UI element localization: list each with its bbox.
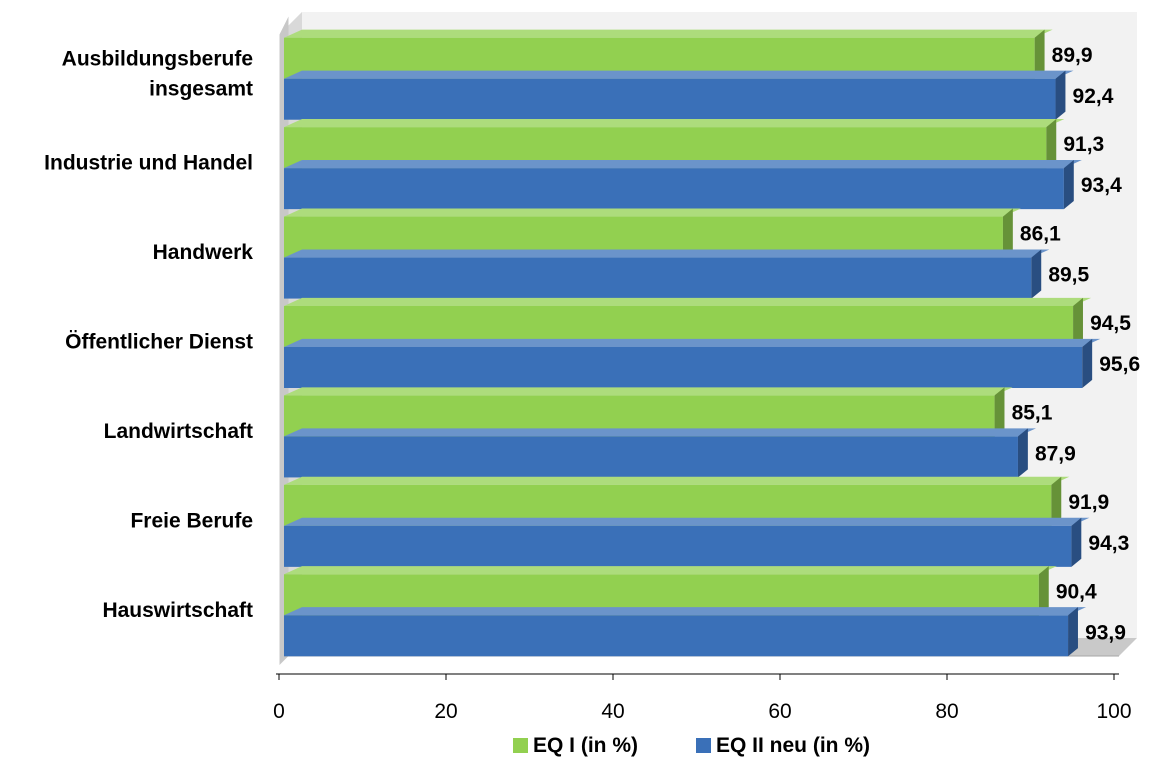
bar-end xyxy=(1046,119,1057,169)
category-label: Landwirtschaft xyxy=(104,420,253,443)
legend-item: EQ I (in %) xyxy=(513,734,638,757)
x-tick-label: 20 xyxy=(434,700,457,723)
bar-front xyxy=(284,615,1069,657)
category-label: insgesamt xyxy=(149,77,253,100)
bar-end xyxy=(1068,607,1078,657)
bar-front xyxy=(284,525,1072,567)
bar-top xyxy=(284,249,1050,258)
legend-label: EQ II neu (in %) xyxy=(716,734,870,757)
category-label: Freie Berufe xyxy=(130,509,253,532)
bar-front xyxy=(284,347,1083,388)
data-label: 93,4 xyxy=(1081,174,1122,197)
bar-end xyxy=(1002,208,1013,258)
bar-top xyxy=(284,338,1101,347)
bar-front xyxy=(284,168,1064,210)
data-label: 91,9 xyxy=(1068,491,1109,514)
data-label: 85,1 xyxy=(1012,401,1053,424)
data-label: 89,9 xyxy=(1052,44,1093,67)
legend-swatch xyxy=(513,738,528,753)
bar-top xyxy=(284,607,1087,616)
bar-end xyxy=(994,387,1005,437)
bar-end xyxy=(1063,160,1074,210)
data-label: 93,9 xyxy=(1085,621,1126,644)
category-label: Industrie und Handel xyxy=(44,152,253,175)
bar-top xyxy=(284,428,1036,437)
bar-front xyxy=(284,257,1032,299)
bar-end xyxy=(1055,70,1066,120)
category-label: Hauswirtschaft xyxy=(102,599,253,622)
data-label: 91,3 xyxy=(1063,133,1104,156)
legend-label: EQ I (in %) xyxy=(533,734,638,757)
category-label: Handwerk xyxy=(153,241,254,264)
x-tick-label: 0 xyxy=(273,700,285,723)
x-tick-label: 60 xyxy=(768,700,791,723)
bar-top xyxy=(284,566,1057,575)
x-tick-label: 40 xyxy=(601,700,624,723)
x-tick-label: 80 xyxy=(935,700,958,723)
data-label: 94,3 xyxy=(1088,532,1129,555)
category-label: Öffentlicher Dienst xyxy=(65,331,253,354)
bar-top xyxy=(284,29,1053,38)
bar-front xyxy=(284,78,1056,120)
bar-end xyxy=(1082,338,1093,388)
data-label: 87,9 xyxy=(1035,442,1076,465)
bar-top xyxy=(284,119,1065,128)
legend-swatch xyxy=(696,738,711,753)
legend-item: EQ II neu (in %) xyxy=(696,734,870,757)
bar-top xyxy=(284,70,1074,79)
data-label: 94,5 xyxy=(1090,312,1131,335)
data-label: 92,4 xyxy=(1073,85,1114,108)
data-label: 86,1 xyxy=(1020,223,1061,246)
bar-top xyxy=(284,208,1021,217)
data-label: 89,5 xyxy=(1048,264,1089,287)
bar-top xyxy=(284,160,1082,169)
data-label: 95,6 xyxy=(1099,353,1140,376)
bar-end xyxy=(1073,297,1083,347)
bar-front xyxy=(284,436,1018,478)
bar-end xyxy=(1034,29,1045,79)
bar-top xyxy=(284,297,1092,306)
category-label: Ausbildungsberufe xyxy=(62,47,253,70)
bar-end xyxy=(1017,428,1028,478)
bar-top xyxy=(284,476,1070,485)
bar-top xyxy=(284,517,1090,526)
bar-end xyxy=(1071,517,1082,567)
bar-end xyxy=(1038,566,1049,616)
bar-top xyxy=(284,387,1013,396)
bar-end xyxy=(1051,476,1062,526)
data-label: 90,4 xyxy=(1056,580,1097,603)
x-tick-label: 100 xyxy=(1096,700,1131,723)
bar-end xyxy=(1031,249,1042,299)
